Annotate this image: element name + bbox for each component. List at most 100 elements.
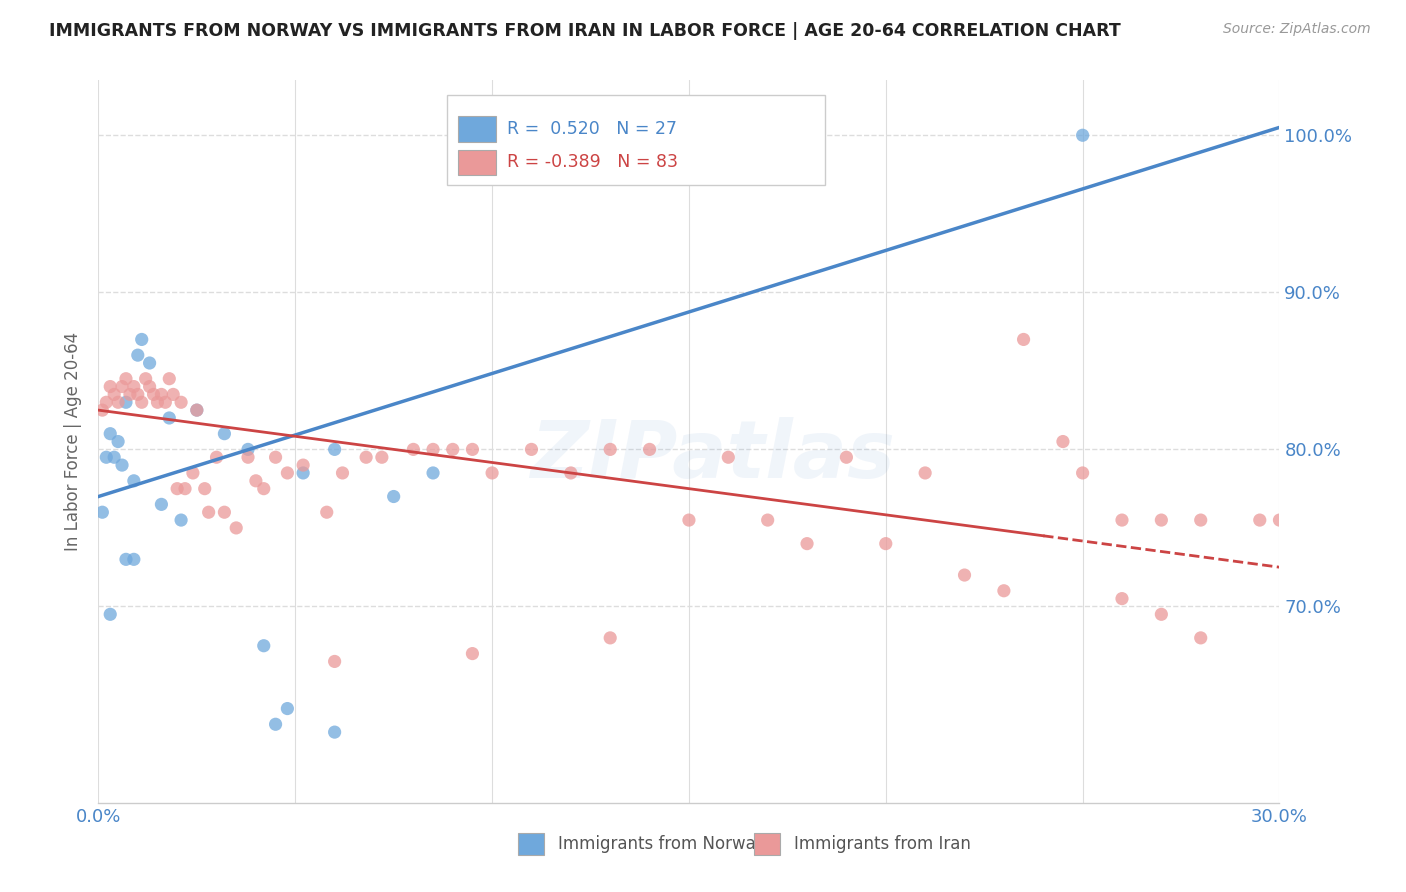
- Point: [91, 505, 114, 519]
- Point: [253, 639, 276, 653]
- Text: ZIPatlas: ZIPatlas: [530, 417, 896, 495]
- Point: [402, 442, 425, 457]
- Text: Immigrants from Norway: Immigrants from Norway: [558, 835, 765, 853]
- Point: [315, 505, 337, 519]
- Bar: [458, 150, 496, 175]
- Point: [599, 631, 621, 645]
- Point: [111, 458, 134, 472]
- Point: [170, 513, 193, 527]
- Point: [481, 466, 503, 480]
- Point: [150, 497, 173, 511]
- Point: [599, 442, 621, 457]
- Y-axis label: In Labor Force | Age 20-64: In Labor Force | Age 20-64: [65, 332, 83, 551]
- Point: [756, 513, 779, 527]
- Point: [253, 482, 276, 496]
- Point: [115, 552, 138, 566]
- Point: [103, 450, 125, 465]
- Bar: [517, 833, 544, 855]
- Point: [245, 474, 267, 488]
- Point: [146, 395, 169, 409]
- Point: [875, 536, 897, 550]
- Point: [150, 387, 173, 401]
- Text: R = -0.389   N = 83: R = -0.389 N = 83: [508, 153, 678, 171]
- Point: [678, 513, 700, 527]
- Point: [1150, 513, 1173, 527]
- Point: [1150, 607, 1173, 622]
- Point: [186, 403, 208, 417]
- Point: [142, 387, 165, 401]
- Point: [323, 655, 346, 669]
- Point: [953, 568, 976, 582]
- Point: [96, 395, 118, 409]
- Point: [1249, 513, 1271, 527]
- Point: [354, 450, 377, 465]
- Point: [225, 521, 247, 535]
- Text: Source: ZipAtlas.com: Source: ZipAtlas.com: [1223, 22, 1371, 37]
- Point: [993, 583, 1015, 598]
- Point: [914, 466, 936, 480]
- Point: [135, 372, 157, 386]
- Point: [127, 387, 149, 401]
- Point: [174, 482, 197, 496]
- Point: [122, 552, 145, 566]
- Point: [264, 450, 287, 465]
- Point: [131, 333, 153, 347]
- Point: [1052, 434, 1074, 449]
- Point: [276, 466, 298, 480]
- Point: [181, 466, 204, 480]
- Point: [122, 474, 145, 488]
- Point: [107, 395, 129, 409]
- Text: IMMIGRANTS FROM NORWAY VS IMMIGRANTS FROM IRAN IN LABOR FORCE | AGE 20-64 CORREL: IMMIGRANTS FROM NORWAY VS IMMIGRANTS FRO…: [49, 22, 1121, 40]
- Point: [382, 490, 405, 504]
- Point: [461, 442, 484, 457]
- Point: [162, 387, 184, 401]
- Point: [186, 403, 208, 417]
- Point: [835, 450, 858, 465]
- Point: [111, 379, 134, 393]
- Point: [1111, 513, 1133, 527]
- Point: [461, 647, 484, 661]
- Point: [323, 442, 346, 457]
- Point: [1111, 591, 1133, 606]
- Point: [422, 442, 444, 457]
- Point: [214, 426, 236, 441]
- Point: [1012, 333, 1035, 347]
- Point: [332, 466, 354, 480]
- Point: [166, 482, 188, 496]
- Point: [292, 466, 315, 480]
- Point: [155, 395, 177, 409]
- Point: [276, 701, 298, 715]
- Point: [264, 717, 287, 731]
- Point: [96, 450, 118, 465]
- Point: [98, 379, 121, 393]
- Point: [1189, 631, 1212, 645]
- Point: [194, 482, 217, 496]
- Point: [138, 356, 160, 370]
- Point: [1071, 466, 1094, 480]
- Point: [91, 403, 114, 417]
- Point: [1071, 128, 1094, 143]
- Point: [197, 505, 219, 519]
- Point: [98, 607, 121, 622]
- Point: [441, 442, 464, 457]
- Point: [422, 466, 444, 480]
- Point: [1189, 513, 1212, 527]
- FancyBboxPatch shape: [447, 95, 825, 185]
- Point: [118, 387, 141, 401]
- Bar: [754, 833, 780, 855]
- Point: [157, 372, 180, 386]
- Point: [170, 395, 193, 409]
- Point: [520, 442, 543, 457]
- Point: [157, 411, 180, 425]
- Point: [98, 426, 121, 441]
- Point: [115, 372, 138, 386]
- Point: [214, 505, 236, 519]
- Point: [122, 379, 145, 393]
- Point: [371, 450, 394, 465]
- Text: R =  0.520   N = 27: R = 0.520 N = 27: [508, 120, 678, 138]
- Point: [236, 442, 259, 457]
- Point: [107, 434, 129, 449]
- Point: [796, 536, 818, 550]
- Point: [236, 450, 259, 465]
- Bar: [458, 116, 496, 142]
